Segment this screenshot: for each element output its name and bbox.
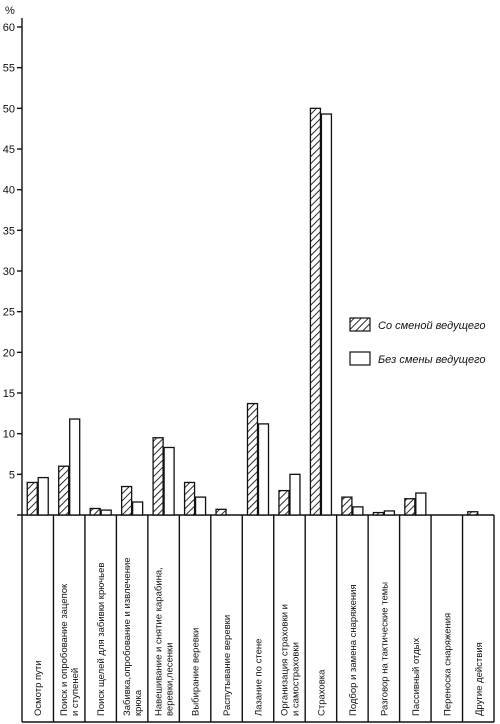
bar-with-change-11 xyxy=(341,496,353,516)
bar-with-change-12 xyxy=(372,511,385,516)
legend-label-plain: Без смены ведущего xyxy=(378,354,486,366)
category-labels: Осмотр пути Поиск и опробование зацепок и … xyxy=(33,557,485,716)
bar-with-change-13 xyxy=(404,498,416,516)
category-label-15: Другие действия xyxy=(474,642,485,716)
y-tick-label-55: 55 xyxy=(3,63,15,75)
y-tick-label-10: 10 xyxy=(3,429,15,441)
bar-with-change-9 xyxy=(278,489,290,516)
category-label-13: Пассивный отдых xyxy=(411,638,422,716)
bar-with-change-15 xyxy=(467,511,479,516)
category-label-5-line-2: веревки,лесенки xyxy=(165,642,176,716)
y-tick-label-5: 5 xyxy=(9,469,15,481)
y-tick-label-40: 40 xyxy=(3,185,15,197)
category-label-6: Выбирание веревки xyxy=(191,628,202,716)
y-tick-label-45: 45 xyxy=(3,144,15,156)
y-tick-label-20: 20 xyxy=(3,347,15,359)
category-label-2-line-1: Поиск и опробование зацепок xyxy=(59,583,70,716)
bar-with-change-3 xyxy=(89,507,101,516)
category-separators xyxy=(21,515,495,722)
y-tick-label-35: 35 xyxy=(3,225,15,237)
y-tick-label-60: 60 xyxy=(3,22,15,34)
y-tick-label-15: 15 xyxy=(3,388,15,400)
legend: Со сменой ведущего Без смены ведущего xyxy=(349,317,486,366)
legend-label-hatched: Со сменой ведущего xyxy=(378,320,485,332)
y-tick-label-25: 25 xyxy=(3,307,15,319)
bar-without-change-12 xyxy=(383,510,396,516)
bar-with-change-7 xyxy=(215,508,227,516)
y-axis-ticks: 5 10 15 20 25 30 35 40 45 50 55 60 xyxy=(3,22,22,516)
bar-with-change-8 xyxy=(246,402,259,516)
category-label-11: Подбор и замена снаряжения xyxy=(348,584,359,716)
category-label-3: Поиск щелей для забивки крючьев xyxy=(96,563,107,716)
y-tick-label-30: 30 xyxy=(3,266,15,278)
bars xyxy=(26,107,479,516)
category-label-12: Разговор на тактические темы xyxy=(379,582,390,716)
category-label-10: Страховка xyxy=(316,669,327,716)
bar-with-change-5 xyxy=(152,437,164,516)
bar-with-change-6 xyxy=(183,481,196,516)
y-tick-label-50: 50 xyxy=(3,103,15,115)
y-axis-label: % xyxy=(5,5,15,17)
bar-without-change-11 xyxy=(352,506,364,516)
category-label-7: Распутывание веревки xyxy=(222,615,233,716)
bar-without-change-2 xyxy=(69,418,81,516)
bar-without-change-13 xyxy=(415,492,427,516)
category-label-14: Переноска снаряжения xyxy=(442,613,453,716)
bar-without-change-6 xyxy=(194,496,207,516)
bar-without-change-9 xyxy=(289,473,301,516)
legend-swatch-hatched xyxy=(349,317,371,332)
bar-with-change-2 xyxy=(58,465,70,516)
bar-with-change-10 xyxy=(309,107,322,516)
bar-without-change-1 xyxy=(37,476,49,516)
bar-with-change-1 xyxy=(26,481,38,516)
category-label-1: Осмотр пути xyxy=(33,660,44,716)
bar-without-change-8 xyxy=(257,423,270,516)
category-label-8: Лазание по стене xyxy=(254,639,265,716)
bar-without-change-3 xyxy=(100,509,112,516)
bar-with-change-4 xyxy=(120,485,133,516)
category-label-4-line-2: крюка xyxy=(133,689,144,716)
category-label-9-line-1: Организация страховки и xyxy=(279,604,290,716)
bar-without-change-4 xyxy=(131,501,144,516)
category-label-4-line-1: Забивка,опробование и извлечение xyxy=(122,557,133,716)
category-label-5-line-1: Навешивание и снятие карабина, xyxy=(154,567,165,716)
bar-without-change-5 xyxy=(163,446,175,516)
bar-without-change-10 xyxy=(320,113,333,516)
legend-swatch-plain xyxy=(349,351,371,366)
category-label-9-line-2: и самостраховки xyxy=(290,642,301,716)
category-label-2-line-2: и ступеней xyxy=(70,668,81,716)
